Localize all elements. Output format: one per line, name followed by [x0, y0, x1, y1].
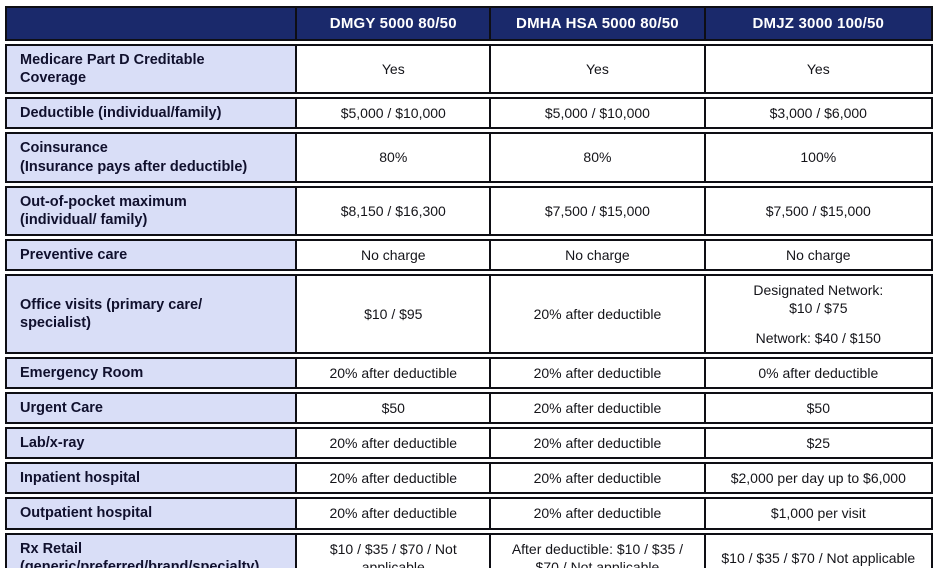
- row-label-text: Deductible (individual/family): [20, 105, 222, 122]
- row-label: Out-of-pocket maximum (individual/ family…: [5, 185, 298, 236]
- row-label-text: Emergency Room: [20, 364, 144, 381]
- row-label-text: Rx Retail: [20, 540, 83, 557]
- cell-value: Yes: [705, 44, 933, 95]
- cell-value: Designated Network: $10 / $75 Network: $4…: [705, 274, 933, 354]
- cell-value: $5,000 / $10,000: [491, 97, 706, 130]
- row-label-subtext: (individual/ family): [20, 211, 148, 228]
- table-row: Inpatient hospital 20% after deductible …: [5, 462, 933, 495]
- row-label-subtext: specialist): [20, 314, 91, 331]
- row-label-text: Preventive care: [20, 246, 128, 263]
- row-label-text: Urgent Care: [20, 399, 103, 416]
- row-label-text: Outpatient hospital: [20, 505, 153, 522]
- row-label-subtext: Coverage: [20, 70, 87, 87]
- table-row: Office visits (primary care/specialist) …: [5, 274, 933, 354]
- cell-value: $10 / $95: [297, 274, 492, 354]
- row-label: Urgent Care: [5, 391, 298, 425]
- table-row: Medicare Part D Creditable Coverage Yes Y…: [5, 44, 933, 95]
- column-header-dmgy-5000: DMGY 5000 80/50: [297, 6, 492, 41]
- cell-value: 20% after deductible: [491, 497, 706, 530]
- cell-value: $7,500 / $15,000: [491, 185, 706, 236]
- cell-value: 80%: [297, 132, 492, 183]
- cell-value: No charge: [297, 238, 492, 272]
- table-row: Out-of-pocket maximum (individual/ family…: [5, 185, 933, 236]
- plan-comparison-table: DMGY 5000 80/50 DMHA HSA 5000 80/50 DMJZ…: [5, 3, 933, 568]
- cell-value: 20% after deductible: [297, 427, 492, 460]
- cell-value: 0% after deductible: [705, 356, 933, 389]
- table-row: Rx Retail (generic/preferred/brand/specia…: [5, 532, 933, 568]
- cell-value: No charge: [491, 238, 706, 272]
- cell-value: $25: [705, 427, 933, 460]
- cell-value: 100%: [705, 132, 933, 183]
- row-label: Lab/x-ray: [5, 427, 298, 460]
- cell-value: 20% after deductible: [491, 274, 706, 354]
- row-label-text: Office visits (primary care/: [20, 296, 203, 313]
- row-label: Emergency Room: [5, 356, 298, 389]
- row-label-text: Out-of-pocket maximum: [20, 193, 187, 210]
- cell-value: $50: [297, 391, 492, 425]
- cell-value: $10 / $35 / $70 / Not applicable: [297, 532, 492, 568]
- cell-value: 80%: [491, 132, 706, 183]
- column-header-dmha-hsa-5000: DMHA HSA 5000 80/50: [491, 6, 706, 41]
- row-label-text: Coinsurance: [20, 140, 108, 157]
- cell-value: 20% after deductible: [297, 356, 492, 389]
- row-label: Medicare Part D Creditable Coverage: [5, 44, 298, 95]
- table-row: Urgent Care $50 20% after deductible $50: [5, 391, 933, 425]
- table-row: Outpatient hospital 20% after deductible…: [5, 497, 933, 530]
- row-label: Preventive care: [5, 238, 298, 272]
- cell-value: 20% after deductible: [491, 462, 706, 495]
- cell-value: 20% after deductible: [297, 462, 492, 495]
- table-row: Emergency Room 20% after deductible 20% …: [5, 356, 933, 389]
- row-label: Coinsurance (Insurance pays after deducti…: [5, 132, 298, 183]
- cell-value: Yes: [297, 44, 492, 95]
- row-label-text: Lab/x-ray: [20, 435, 85, 452]
- cell-value: 20% after deductible: [491, 427, 706, 460]
- row-label-text: Medicare Part D Creditable: [20, 52, 205, 68]
- row-label: Inpatient hospital: [5, 462, 298, 495]
- cell-value: Yes: [491, 44, 706, 95]
- table-row: Lab/x-ray 20% after deductible 20% after…: [5, 427, 933, 460]
- row-label: Deductible (individual/family): [5, 97, 298, 130]
- cell-value: 20% after deductible: [297, 497, 492, 530]
- row-label: Rx Retail (generic/preferred/brand/specia…: [5, 532, 298, 568]
- table-row: Coinsurance (Insurance pays after deducti…: [5, 132, 933, 183]
- cell-value: $10 / $35 / $70 / Not applicable: [705, 532, 933, 568]
- table-row: Deductible (individual/family) $5,000 / …: [5, 97, 933, 130]
- cell-value: $1,000 per visit: [705, 497, 933, 530]
- cell-value: No charge: [705, 238, 933, 272]
- corner-cell: [5, 6, 298, 41]
- cell-value: $7,500 / $15,000: [705, 185, 933, 236]
- cell-value: 20% after deductible: [491, 356, 706, 389]
- cell-value: After deductible: $10 / $35 / $70 / Not …: [491, 532, 706, 568]
- row-label: Office visits (primary care/specialist): [5, 274, 298, 354]
- cell-value: $2,000 per day up to $6,000: [705, 462, 933, 495]
- row-label-subtext: (Insurance pays after deductible): [20, 158, 248, 175]
- row-label-text: Inpatient hospital: [20, 470, 141, 487]
- row-label: Outpatient hospital: [5, 497, 298, 530]
- header-row: DMGY 5000 80/50 DMHA HSA 5000 80/50 DMJZ…: [5, 6, 933, 41]
- cell-value: $8,150 / $16,300: [297, 185, 492, 236]
- table-row: Preventive care No charge No charge No c…: [5, 238, 933, 272]
- cell-value: $3,000 / $6,000: [705, 97, 933, 130]
- column-header-dmjz-3000: DMJZ 3000 100/50: [705, 6, 933, 41]
- cell-value: $5,000 / $10,000: [297, 97, 492, 130]
- cell-value: $50: [705, 391, 933, 425]
- row-label-subtext: (generic/preferred/brand/specialty): [20, 558, 260, 568]
- cell-value: 20% after deductible: [491, 391, 706, 425]
